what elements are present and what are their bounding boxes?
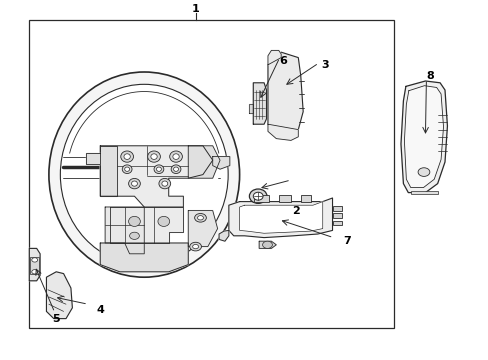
Ellipse shape <box>121 151 133 162</box>
Polygon shape <box>46 272 72 319</box>
Ellipse shape <box>173 167 178 171</box>
Bar <box>278 195 290 202</box>
Polygon shape <box>188 146 220 178</box>
Text: 4: 4 <box>96 305 104 315</box>
Polygon shape <box>218 157 220 178</box>
Ellipse shape <box>154 165 163 174</box>
Polygon shape <box>253 83 266 124</box>
Polygon shape <box>228 198 332 238</box>
Polygon shape <box>100 243 188 272</box>
Ellipse shape <box>253 192 263 200</box>
Ellipse shape <box>124 167 129 171</box>
Ellipse shape <box>171 165 181 174</box>
Text: 5: 5 <box>52 314 60 324</box>
Text: 7: 7 <box>343 236 350 246</box>
Ellipse shape <box>49 72 239 277</box>
Ellipse shape <box>189 242 201 251</box>
Ellipse shape <box>147 151 160 162</box>
Ellipse shape <box>194 213 206 222</box>
Polygon shape <box>100 146 212 207</box>
Polygon shape <box>219 230 228 241</box>
Text: 3: 3 <box>321 60 328 70</box>
Polygon shape <box>29 248 40 281</box>
Ellipse shape <box>249 189 266 203</box>
Polygon shape <box>188 211 217 247</box>
Ellipse shape <box>122 165 132 174</box>
Ellipse shape <box>262 241 272 248</box>
Ellipse shape <box>169 151 182 162</box>
Bar <box>29 20 393 328</box>
Ellipse shape <box>124 154 130 159</box>
Polygon shape <box>404 86 443 188</box>
Bar <box>30 257 39 274</box>
Bar <box>254 195 268 202</box>
Polygon shape <box>259 241 276 248</box>
Ellipse shape <box>158 216 169 226</box>
Ellipse shape <box>156 167 161 171</box>
Ellipse shape <box>159 179 170 189</box>
Ellipse shape <box>192 244 198 249</box>
Bar <box>332 213 342 218</box>
Polygon shape <box>249 104 253 113</box>
Ellipse shape <box>128 216 140 226</box>
Bar <box>410 191 437 194</box>
Ellipse shape <box>32 270 38 274</box>
Polygon shape <box>100 146 117 196</box>
Polygon shape <box>212 157 229 169</box>
Polygon shape <box>267 52 303 133</box>
Polygon shape <box>85 153 100 164</box>
Polygon shape <box>267 124 298 140</box>
Ellipse shape <box>173 154 179 159</box>
Polygon shape <box>400 81 447 193</box>
Polygon shape <box>267 50 281 65</box>
Bar <box>332 221 342 225</box>
Polygon shape <box>63 157 100 178</box>
Text: 6: 6 <box>279 56 287 66</box>
Ellipse shape <box>131 181 137 186</box>
Ellipse shape <box>32 258 38 262</box>
Ellipse shape <box>128 179 140 189</box>
Polygon shape <box>110 207 183 243</box>
Polygon shape <box>105 207 144 254</box>
Polygon shape <box>239 202 322 233</box>
Ellipse shape <box>150 154 157 159</box>
Ellipse shape <box>162 181 167 186</box>
Ellipse shape <box>129 232 139 239</box>
Text: 8: 8 <box>426 71 433 81</box>
Text: 1: 1 <box>191 4 199 14</box>
Ellipse shape <box>60 84 228 265</box>
Text: 2: 2 <box>291 206 299 216</box>
Ellipse shape <box>197 216 203 220</box>
Bar <box>332 206 342 211</box>
Bar <box>300 195 310 202</box>
Ellipse shape <box>417 168 429 176</box>
